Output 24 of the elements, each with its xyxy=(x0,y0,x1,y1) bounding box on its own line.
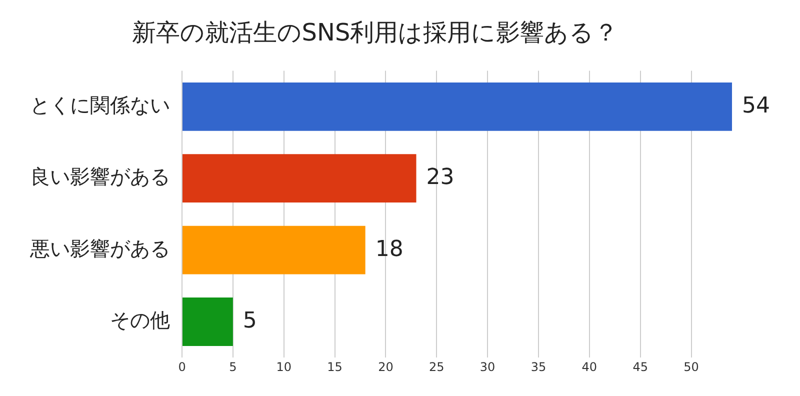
x-tick-label: 20 xyxy=(378,360,394,374)
x-tick-label: 5 xyxy=(229,360,237,374)
x-tick-label: 10 xyxy=(276,360,292,374)
y-tick-label: 良い影響がある xyxy=(30,164,170,189)
bar xyxy=(182,154,416,203)
data-label: 23 xyxy=(426,165,454,190)
x-tick-label: 15 xyxy=(327,360,342,374)
bar xyxy=(182,82,732,131)
x-tick-label: 0 xyxy=(178,360,186,374)
x-tick-label: 50 xyxy=(684,360,699,374)
bar xyxy=(182,298,233,346)
x-tick-label: 30 xyxy=(480,360,496,374)
data-label: 18 xyxy=(375,236,404,262)
x-tick-label: 35 xyxy=(530,360,546,374)
data-label: 5 xyxy=(242,308,257,334)
y-tick-label: その他 xyxy=(110,308,170,332)
x-tick-label: 40 xyxy=(582,360,598,374)
chart-title: 新卒の就活生のSNS利用は採用に影響ある？ xyxy=(132,18,618,47)
y-tick-label: とくに関係ない xyxy=(30,92,170,117)
x-tick-label: 45 xyxy=(632,360,648,374)
data-label: 54 xyxy=(742,93,770,118)
x-tick-label: 25 xyxy=(428,360,444,374)
bar xyxy=(182,226,366,274)
y-tick-label: 悪い影響がある xyxy=(29,236,170,260)
